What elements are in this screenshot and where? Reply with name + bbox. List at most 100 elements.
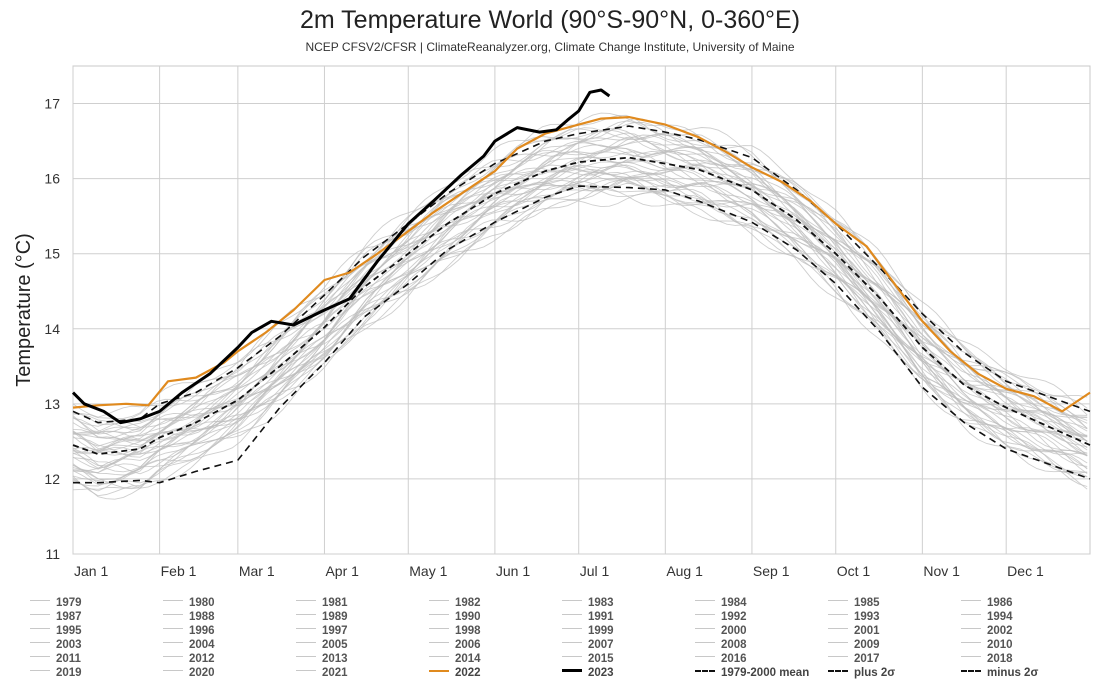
series-line-2023: [71, 88, 611, 425]
legend-item: 1981: [296, 597, 348, 611]
year-line-1998: [72, 176, 1088, 474]
year-line-2012: [72, 134, 1088, 435]
legend-item: 1990: [429, 611, 481, 625]
highlight-series-layer: [71, 88, 1091, 425]
legend-swatch: [828, 642, 848, 644]
legend-item: 1998: [429, 625, 481, 639]
axis-layer: 11 12 13 14 15 16 17 Jan 1 Feb 1 Mar 1 Apr 1 May 1 J…: [44, 96, 1044, 579]
legend-swatch: [429, 628, 449, 630]
legend-item: 1982: [429, 597, 481, 611]
legend-item: 2007: [562, 639, 614, 653]
legend-swatch: [163, 628, 183, 630]
legend-label: 2012: [189, 653, 215, 665]
legend-item: 2001: [828, 625, 880, 639]
y-tick-label: 16: [44, 171, 60, 187]
legend-item: 2006: [429, 639, 481, 653]
year-line-2014: [72, 112, 1088, 431]
y-tick-label: 12: [44, 471, 60, 487]
chart-title: 2m Temperature World (90°S-90°N, 0-360°E…: [299, 6, 801, 34]
legend-label: 1988: [189, 611, 215, 623]
legend-label: 1984: [721, 597, 747, 609]
legend-item: 1995: [30, 625, 82, 639]
legend-label: 2000: [721, 625, 747, 637]
legend-swatch: [828, 669, 848, 672]
legend-swatch: [961, 656, 981, 658]
y-tick-label: 13: [44, 396, 60, 412]
legend-label: 2020: [189, 667, 215, 679]
legend-item: 2016: [695, 653, 747, 667]
legend-swatch: [562, 628, 582, 630]
year-line-2018: [72, 166, 1088, 455]
legend-label: 2001: [854, 625, 880, 637]
legend-item: 1999: [562, 625, 614, 639]
legend-item: 2020: [163, 667, 215, 681]
y-tick-label: 11: [45, 546, 60, 562]
x-tick-label: Apr 1: [325, 563, 359, 579]
legend-label: 2017: [854, 653, 880, 665]
year-line-2006: [72, 180, 1088, 489]
legend-swatch: [828, 600, 848, 602]
legend-swatch: [163, 600, 183, 602]
year-line-2017: [72, 177, 1088, 472]
year-line-2009: [72, 164, 1088, 474]
x-tick-label: Feb 1: [161, 563, 197, 579]
legend-item: 2009: [828, 639, 880, 653]
legend-swatch: [562, 642, 582, 644]
legend-swatch: [163, 670, 183, 672]
legend-item: 1988: [163, 611, 215, 625]
legend-swatch: [828, 628, 848, 630]
legend-item: 2017: [828, 653, 880, 667]
legend-item: 2003: [30, 639, 82, 653]
legend-swatch: [429, 656, 449, 658]
legend-item: 1997: [296, 625, 348, 639]
legend-swatch: [695, 642, 715, 644]
legend-item: plus 2σ: [828, 667, 895, 681]
legend-item: 2010: [961, 639, 1013, 653]
legend-label: 1999: [588, 625, 614, 637]
legend-swatch: [30, 628, 50, 630]
legend-label: 1991: [588, 611, 614, 623]
x-tick-label: Aug 1: [666, 563, 703, 579]
legend-swatch: [296, 628, 316, 630]
legend-swatch: [695, 669, 715, 672]
legend-item: 2015: [562, 653, 614, 667]
minus-2sigma-line: [73, 185, 1091, 484]
legend-swatch: [296, 600, 316, 602]
x-tick-label: Oct 1: [837, 563, 871, 579]
legend-label: 2003: [56, 639, 82, 651]
chart-subtitle: NCEP CFSV2/CFSR | ClimateReanalyzer.org,…: [305, 40, 795, 54]
legend-item: 1983: [562, 597, 614, 611]
legend-swatch: [296, 656, 316, 658]
legend-swatch: [163, 642, 183, 644]
legend-item: 1979: [30, 597, 82, 611]
legend-label: 1986: [987, 597, 1013, 609]
legend-item: 1992: [695, 611, 747, 625]
y-axis-label: Temperature (°C): [13, 233, 35, 387]
x-tick-label: Sep 1: [753, 563, 790, 579]
legend-item: 2022: [429, 667, 481, 681]
legend-item: 2013: [296, 653, 348, 667]
legend-label: 2008: [721, 639, 747, 651]
legend-label: 1979-2000 mean: [721, 667, 810, 679]
legend-swatch: [828, 614, 848, 616]
year-line-2021: [72, 128, 1088, 446]
series-line-2022: [72, 116, 1091, 413]
legend-swatch: [961, 642, 981, 644]
legend-label: 1979: [56, 597, 82, 609]
legend-item: 2004: [163, 639, 215, 653]
legend-label: 1980: [189, 597, 215, 609]
legend-label: 2004: [189, 639, 215, 651]
year-line-1992: [72, 151, 1088, 458]
legend-label: 1995: [56, 625, 82, 637]
legend-label: 2014: [455, 653, 481, 665]
legend-label: 1990: [455, 611, 481, 623]
legend-swatch: [562, 600, 582, 602]
legend-item: 1994: [961, 611, 1013, 625]
legend-swatch: [429, 642, 449, 644]
legend-item: 2021: [296, 667, 348, 681]
legend-label: 2021: [322, 667, 348, 679]
legend-label: 2009: [854, 639, 880, 651]
legend-item: 1980: [163, 597, 215, 611]
